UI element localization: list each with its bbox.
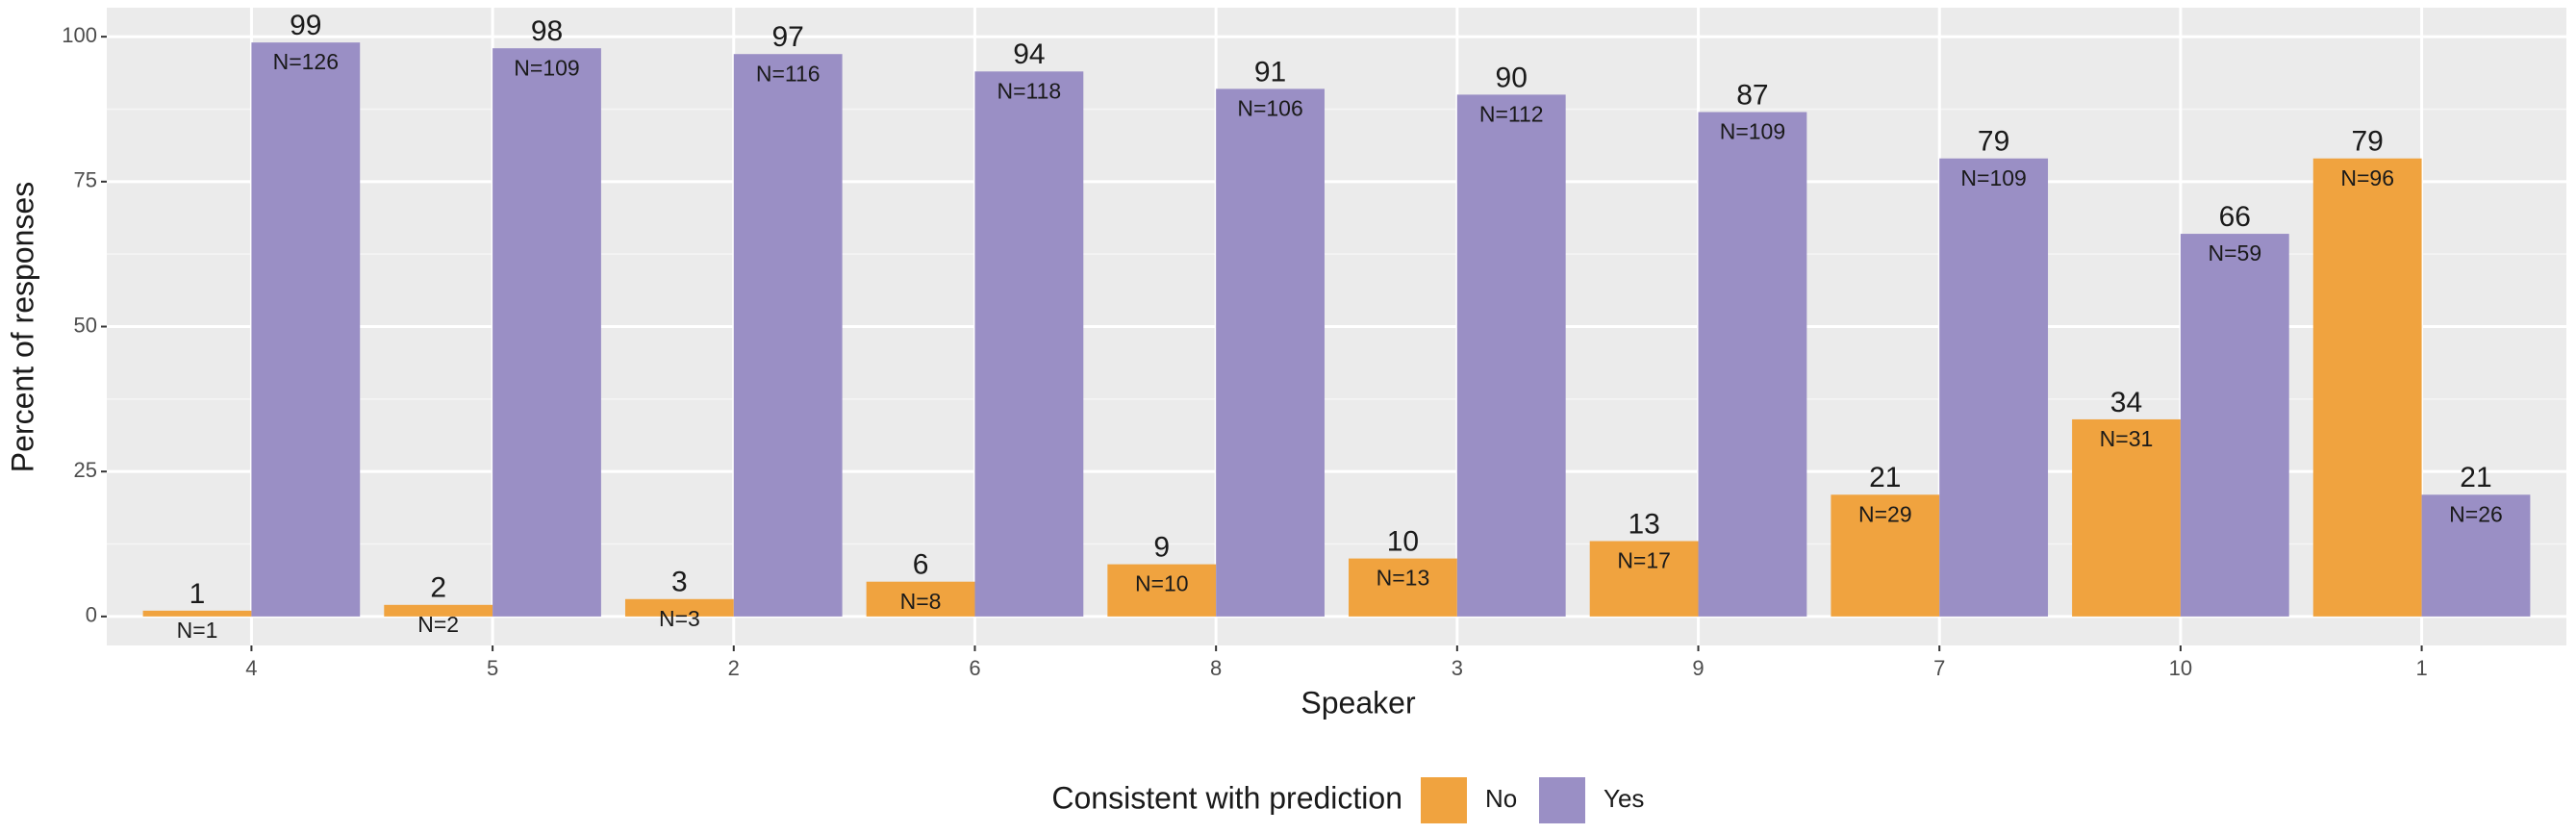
count-label: N=31 [2100, 426, 2154, 451]
bar [624, 598, 734, 617]
bar [733, 54, 843, 617]
value-label: 79 [2351, 126, 2383, 158]
x-tick-label: 3 [1452, 656, 1463, 680]
count-label: N=116 [756, 61, 821, 86]
x-tick-label: 4 [245, 656, 257, 680]
count-label: N=112 [1479, 101, 1544, 126]
bar [2421, 494, 2531, 617]
count-label: N=3 [659, 606, 700, 631]
legend-label: Yes [1604, 784, 1644, 813]
bar [384, 604, 493, 617]
bar [251, 42, 361, 617]
y-tick-label: 100 [62, 23, 97, 47]
bar [1107, 564, 1217, 617]
x-tick-label: 2 [728, 656, 740, 680]
value-label: 98 [531, 15, 563, 47]
count-label: N=10 [1135, 571, 1189, 596]
bar [974, 71, 1084, 617]
count-label: N=106 [1237, 95, 1302, 120]
count-label: N=13 [1376, 566, 1430, 591]
value-label: 21 [1869, 462, 1901, 493]
value-label: 10 [1387, 526, 1419, 558]
y-tick-label: 50 [74, 313, 97, 337]
y-tick-label: 25 [74, 458, 97, 482]
count-label: N=109 [1960, 165, 2026, 190]
bar [2072, 418, 2181, 617]
bar [866, 581, 975, 617]
count-label: N=109 [514, 55, 579, 80]
x-tick-label: 7 [1933, 656, 1945, 680]
count-label: N=109 [1720, 119, 1785, 144]
count-label: N=17 [1617, 548, 1671, 573]
bar [1698, 112, 1807, 617]
value-label: 90 [1496, 62, 1528, 93]
bar [492, 48, 601, 617]
value-label: 13 [1628, 508, 1659, 540]
value-label: 21 [2460, 462, 2491, 493]
value-label: 34 [2110, 387, 2142, 418]
value-label: 99 [290, 10, 321, 41]
x-tick-label: 5 [487, 656, 498, 680]
value-label: 79 [1978, 126, 2009, 158]
count-label: N=8 [900, 589, 942, 614]
value-label: 2 [430, 572, 446, 604]
bar [1939, 158, 2049, 617]
value-label: 9 [1153, 532, 1170, 564]
y-tick-label: 75 [74, 168, 97, 192]
count-label: N=29 [1858, 501, 1912, 526]
bar [1831, 494, 1940, 617]
value-label: 91 [1254, 56, 1286, 88]
value-label: 66 [2219, 201, 2251, 233]
value-label: 97 [772, 21, 804, 53]
value-label: 94 [1013, 38, 1045, 70]
bar [1216, 88, 1325, 617]
x-axis-title: Speaker [1301, 685, 1416, 720]
value-label: 6 [913, 549, 929, 581]
value-label: 3 [671, 567, 688, 598]
count-label: N=26 [2449, 501, 2503, 526]
y-axis-title: Percent of responses [5, 182, 39, 472]
count-label: N=126 [273, 49, 339, 74]
x-tick-label: 9 [1692, 656, 1704, 680]
y-tick-label: 0 [86, 603, 97, 627]
count-label: N=59 [2208, 240, 2261, 265]
legend-label: No [1485, 784, 1517, 813]
legend-title: Consistent with prediction [1051, 780, 1402, 815]
bar [1589, 541, 1699, 617]
count-label: N=2 [417, 612, 459, 637]
bar [2180, 234, 2289, 617]
bar [1349, 558, 1457, 617]
bar [1456, 94, 1566, 617]
x-tick-label: 6 [969, 656, 980, 680]
count-label: N=1 [177, 618, 218, 643]
bar [142, 610, 252, 617]
value-label: 1 [189, 578, 206, 610]
legend-key [1539, 777, 1585, 823]
legend-key [1421, 777, 1467, 823]
value-label: 87 [1736, 79, 1768, 111]
count-label: N=118 [998, 78, 1062, 103]
x-tick-label: 8 [1210, 656, 1222, 680]
x-tick-label: 1 [2415, 656, 2427, 680]
x-tick-label: 10 [2169, 656, 2192, 680]
count-label: N=96 [2340, 165, 2394, 190]
bar [2312, 158, 2422, 617]
